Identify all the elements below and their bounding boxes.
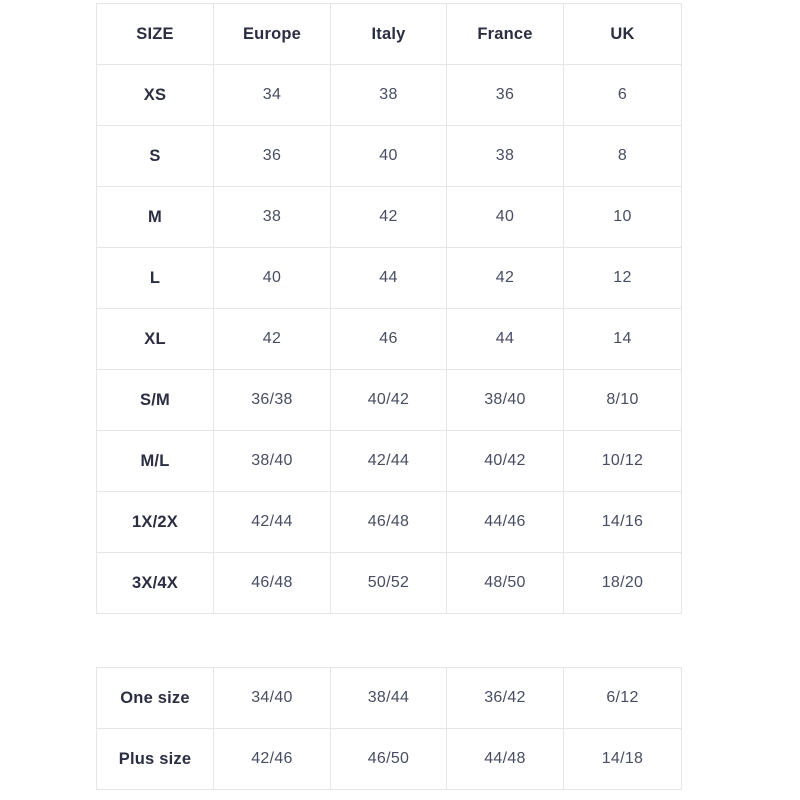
cell-europe: 38/40 <box>213 430 331 492</box>
table-body: One size 34/40 38/44 36/42 6/12 Plus siz… <box>96 667 682 790</box>
table-row: One size 34/40 38/44 36/42 6/12 <box>96 667 682 729</box>
cell-europe: 36 <box>213 125 331 187</box>
column-header-france: France <box>446 3 564 65</box>
row-label-m: M <box>96 186 214 248</box>
column-header-europe: Europe <box>213 3 331 65</box>
row-label-xl: XL <box>96 308 214 370</box>
column-header-size: SIZE <box>96 3 214 65</box>
cell-europe: 34 <box>213 64 331 126</box>
cell-europe: 42 <box>213 308 331 370</box>
row-label-3x-4x: 3X/4X <box>96 552 214 614</box>
cell-france: 40/42 <box>446 430 564 492</box>
cell-europe: 38 <box>213 186 331 248</box>
cell-france: 38/40 <box>446 369 564 431</box>
column-header-uk: UK <box>563 3 682 65</box>
cell-uk: 8/10 <box>563 369 682 431</box>
cell-italy: 44 <box>330 247 447 309</box>
cell-uk: 10/12 <box>563 430 682 492</box>
cell-france: 48/50 <box>446 552 564 614</box>
cell-italy: 46 <box>330 308 447 370</box>
cell-uk: 10 <box>563 186 682 248</box>
table-row: XS 34 38 36 6 <box>96 64 682 126</box>
table-row: M 38 42 40 10 <box>96 186 682 248</box>
column-header-italy: Italy <box>330 3 447 65</box>
table-row: XL 42 46 44 14 <box>96 308 682 370</box>
table-row: Plus size 42/46 46/50 44/48 14/18 <box>96 728 682 790</box>
cell-uk: 18/20 <box>563 552 682 614</box>
table-row: 3X/4X 46/48 50/52 48/50 18/20 <box>96 552 682 614</box>
cell-europe: 36/38 <box>213 369 331 431</box>
cell-europe: 42/44 <box>213 491 331 553</box>
cell-europe: 42/46 <box>213 728 331 790</box>
row-label-s-m: S/M <box>96 369 214 431</box>
cell-france: 36 <box>446 64 564 126</box>
cell-italy: 42 <box>330 186 447 248</box>
cell-france: 44/48 <box>446 728 564 790</box>
cell-france: 38 <box>446 125 564 187</box>
cell-france: 40 <box>446 186 564 248</box>
cell-italy: 38/44 <box>330 667 447 729</box>
cell-italy: 40 <box>330 125 447 187</box>
table-row: S 36 40 38 8 <box>96 125 682 187</box>
cell-italy: 46/50 <box>330 728 447 790</box>
cell-uk: 14/18 <box>563 728 682 790</box>
row-label-xs: XS <box>96 64 214 126</box>
row-label-l: L <box>96 247 214 309</box>
cell-france: 44 <box>446 308 564 370</box>
cell-italy: 50/52 <box>330 552 447 614</box>
cell-italy: 42/44 <box>330 430 447 492</box>
table-row: 1X/2X 42/44 46/48 44/46 14/16 <box>96 491 682 553</box>
row-label-one-size: One size <box>96 667 214 729</box>
cell-europe: 46/48 <box>213 552 331 614</box>
cell-europe: 34/40 <box>213 667 331 729</box>
cell-france: 44/46 <box>446 491 564 553</box>
table-body: XS 34 38 36 6 S 36 40 38 8 M 38 42 40 10 <box>96 64 682 614</box>
cell-italy: 40/42 <box>330 369 447 431</box>
row-label-s: S <box>96 125 214 187</box>
cell-italy: 46/48 <box>330 491 447 553</box>
cell-uk: 12 <box>563 247 682 309</box>
table-row: M/L 38/40 42/44 40/42 10/12 <box>96 430 682 492</box>
table-header: SIZE Europe Italy France UK <box>96 3 682 65</box>
cell-uk: 14/16 <box>563 491 682 553</box>
cell-france: 42 <box>446 247 564 309</box>
cell-uk: 6/12 <box>563 667 682 729</box>
cell-uk: 14 <box>563 308 682 370</box>
table-row: L 40 44 42 12 <box>96 247 682 309</box>
standard-size-conversion-table: SIZE Europe Italy France UK XS 34 38 36 … <box>96 3 682 614</box>
table-row: S/M 36/38 40/42 38/40 8/10 <box>96 369 682 431</box>
table-header-row: SIZE Europe Italy France UK <box>96 3 682 65</box>
cell-uk: 6 <box>563 64 682 126</box>
row-label-m-l: M/L <box>96 430 214 492</box>
row-label-1x-2x: 1X/2X <box>96 491 214 553</box>
cell-france: 36/42 <box>446 667 564 729</box>
one-size-plus-size-table: One size 34/40 38/44 36/42 6/12 Plus siz… <box>96 667 682 790</box>
cell-uk: 8 <box>563 125 682 187</box>
cell-europe: 40 <box>213 247 331 309</box>
row-label-plus-size: Plus size <box>96 728 214 790</box>
cell-italy: 38 <box>330 64 447 126</box>
